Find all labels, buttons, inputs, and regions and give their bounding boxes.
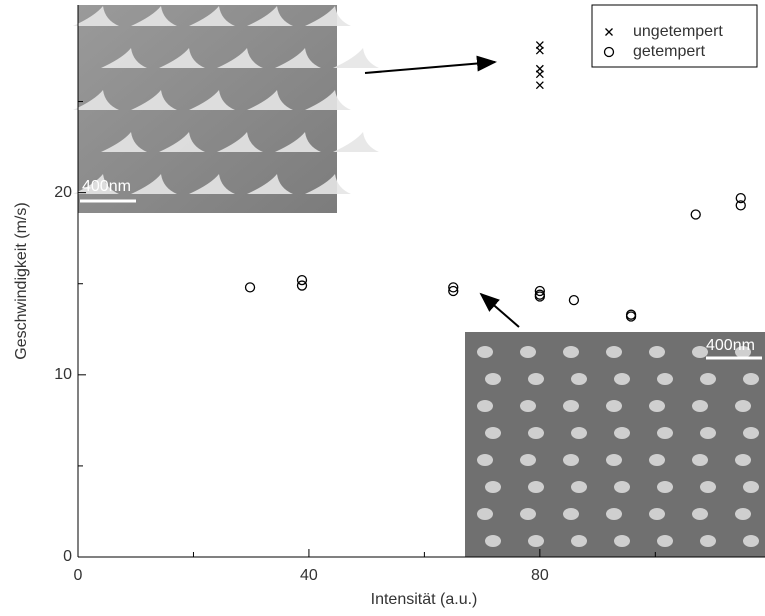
arrow	[365, 62, 495, 73]
point	[246, 283, 255, 292]
texture	[485, 373, 501, 385]
texture	[692, 400, 708, 412]
legend-label: getempert	[633, 43, 706, 60]
texture	[528, 373, 544, 385]
x-tick-label: 80	[531, 567, 549, 584]
texture	[649, 508, 665, 520]
texture	[614, 427, 630, 439]
texture	[477, 400, 493, 412]
inset-image-bottom	[465, 332, 765, 557]
texture	[485, 535, 501, 547]
inset-scale-label: 400nm	[82, 178, 131, 195]
texture	[520, 400, 536, 412]
texture	[614, 481, 630, 493]
texture	[743, 373, 759, 385]
texture	[614, 535, 630, 547]
texture	[571, 427, 587, 439]
x-axis-label: Intensität (a.u.)	[371, 591, 478, 608]
y-tick-label: 0	[63, 548, 72, 565]
texture	[563, 454, 579, 466]
point	[691, 210, 700, 219]
texture	[743, 427, 759, 439]
texture	[657, 427, 673, 439]
x-tick-label: 40	[300, 567, 318, 584]
inset-scale-label: 400nm	[706, 337, 755, 354]
texture	[700, 373, 716, 385]
texture	[528, 427, 544, 439]
point	[536, 47, 543, 54]
texture	[563, 346, 579, 358]
point	[536, 71, 543, 78]
texture	[657, 535, 673, 547]
texture	[614, 373, 630, 385]
texture	[563, 400, 579, 412]
texture	[700, 535, 716, 547]
texture	[606, 454, 622, 466]
y-tick-label: 20	[54, 184, 72, 201]
texture	[700, 427, 716, 439]
x-tick-label: 0	[74, 567, 83, 584]
texture	[520, 508, 536, 520]
inset-background	[465, 332, 765, 557]
texture	[563, 508, 579, 520]
texture	[649, 346, 665, 358]
texture	[571, 535, 587, 547]
texture	[571, 481, 587, 493]
texture	[735, 454, 751, 466]
texture	[700, 481, 716, 493]
texture	[477, 508, 493, 520]
chart: 400nm 400nm 0 40 80 0 10 20 Intensität (a.u.) G…	[0, 0, 765, 611]
texture	[520, 454, 536, 466]
point	[569, 296, 578, 305]
arrow	[481, 294, 519, 327]
texture	[735, 400, 751, 412]
legend-label: ungetempert	[633, 23, 723, 40]
texture	[606, 346, 622, 358]
y-axis-label: Geschwindigkeit (m/s)	[13, 202, 30, 359]
texture	[485, 481, 501, 493]
texture	[743, 481, 759, 493]
texture	[606, 400, 622, 412]
texture	[735, 508, 751, 520]
texture	[528, 535, 544, 547]
texture	[606, 508, 622, 520]
texture	[649, 454, 665, 466]
point	[536, 82, 543, 89]
texture	[649, 400, 665, 412]
texture	[743, 535, 759, 547]
y-tick-label: 10	[54, 366, 72, 383]
texture	[333, 48, 379, 68]
texture	[571, 373, 587, 385]
point	[297, 281, 306, 290]
texture	[692, 454, 708, 466]
texture	[657, 373, 673, 385]
texture	[528, 481, 544, 493]
texture	[520, 346, 536, 358]
texture	[477, 454, 493, 466]
texture	[657, 481, 673, 493]
texture	[485, 427, 501, 439]
texture	[333, 132, 379, 152]
texture	[692, 508, 708, 520]
texture	[477, 346, 493, 358]
